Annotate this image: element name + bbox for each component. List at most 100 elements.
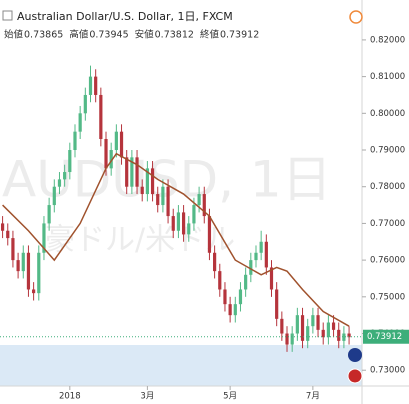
candle-body [94, 76, 98, 95]
header-value: 0.73812 [155, 30, 194, 41]
candle-body [161, 186, 165, 206]
candle-body [26, 252, 31, 290]
candle-body [269, 267, 274, 290]
header-label: 始値 [4, 29, 24, 41]
y-tick-label: 0.78000 [370, 182, 405, 192]
y-tick-label: 0.77000 [370, 219, 405, 229]
flag-icon [347, 368, 363, 384]
candle-body [83, 94, 87, 114]
candle-body [285, 333, 289, 345]
candle-body [57, 179, 62, 187]
candle-body [78, 113, 82, 132]
candle-body [347, 333, 351, 338]
candle-body [295, 315, 299, 334]
candle-body [0, 223, 5, 231]
candle-body [125, 157, 129, 187]
candle-body [88, 76, 93, 95]
candle-body [280, 318, 284, 334]
candle-body [321, 329, 325, 338]
y-tick-label: 0.76000 [370, 256, 405, 266]
y-tick-label: 0.79000 [370, 146, 405, 156]
y-tick-label: 0.75000 [370, 292, 405, 302]
watermark: 豪ドル/米ドル [45, 223, 235, 258]
ohlc-header: 始値 0.73865 高値 0.73945 安値 0.73812 終値 0.73912 [4, 29, 259, 41]
candle-body [130, 157, 134, 187]
candle-body [326, 322, 330, 338]
candle-body [331, 322, 336, 330]
header-label: 高値 [69, 29, 89, 41]
candle-body [197, 194, 201, 206]
candle-body [223, 289, 227, 305]
candle-body [16, 260, 20, 272]
candle-body [218, 271, 222, 290]
candle-body [316, 315, 320, 330]
candle-body [145, 168, 149, 195]
candle-body [181, 212, 186, 235]
x-tick-label: 5月 [223, 392, 237, 402]
candle-body [156, 194, 160, 206]
candle-body [264, 241, 268, 268]
candle-body [192, 205, 196, 224]
candle-body [290, 333, 294, 345]
candle-body [140, 186, 144, 195]
candle-body [213, 252, 217, 272]
candle-body [259, 241, 263, 253]
candle-body [63, 172, 67, 180]
candle-body [42, 223, 46, 253]
alert-icon[interactable] [349, 10, 363, 24]
candle-body [135, 157, 139, 187]
y-tick-label: 0.80000 [370, 109, 405, 119]
candle-body [254, 252, 258, 261]
candle-body [119, 131, 124, 158]
volume-pane [0, 345, 362, 386]
candle-body [68, 150, 72, 173]
candle-body [187, 223, 191, 235]
moving-average [2, 152, 350, 327]
candle-body [176, 212, 181, 231]
candle-body [114, 131, 118, 151]
candle-body [37, 252, 41, 294]
candle-body [238, 289, 243, 305]
candle-body [21, 252, 25, 272]
candle-body [275, 289, 279, 319]
candle-body [32, 289, 36, 294]
last-price-box [363, 329, 409, 344]
y-tick-label: 0.82000 [370, 35, 405, 45]
chart-title: Australian Dollar/U.S. Dollar, 1日, FXCM [17, 10, 233, 23]
candle-body [249, 260, 253, 275]
candle-body [104, 139, 108, 169]
y-tick-label: 0.73000 [370, 366, 405, 376]
candle-body [99, 94, 103, 140]
candle-body [311, 315, 315, 327]
expand-icon[interactable] [2, 10, 13, 21]
last-price-label: 0.73912 [367, 332, 402, 342]
candle-body [109, 150, 113, 169]
candle-body [52, 186, 56, 206]
candle-body [233, 304, 237, 316]
candle-body [47, 205, 51, 224]
candle-body [166, 186, 170, 217]
header-value: 0.73912 [220, 30, 259, 41]
y-tick-label: 0.81000 [370, 72, 405, 82]
x-tick-label: 2018 [59, 392, 81, 402]
candle-body [337, 329, 341, 341]
candle-body [207, 216, 212, 253]
candle-body [73, 131, 77, 151]
candle-body [228, 304, 232, 316]
candle-body [150, 168, 155, 195]
candle-body [202, 194, 206, 217]
header-label: 終値 [200, 29, 220, 41]
x-tick-label: 7月 [306, 392, 320, 402]
candle-body [342, 333, 346, 341]
candle-body [306, 326, 310, 341]
x-tick-label: 3月 [140, 392, 154, 402]
candle-body [6, 230, 10, 239]
candle-body [244, 274, 248, 290]
header-value: 0.73865 [24, 30, 63, 41]
candle-body [300, 315, 305, 341]
candle-body [171, 216, 175, 231]
flag-icon [348, 348, 362, 362]
candle-body [11, 238, 15, 261]
